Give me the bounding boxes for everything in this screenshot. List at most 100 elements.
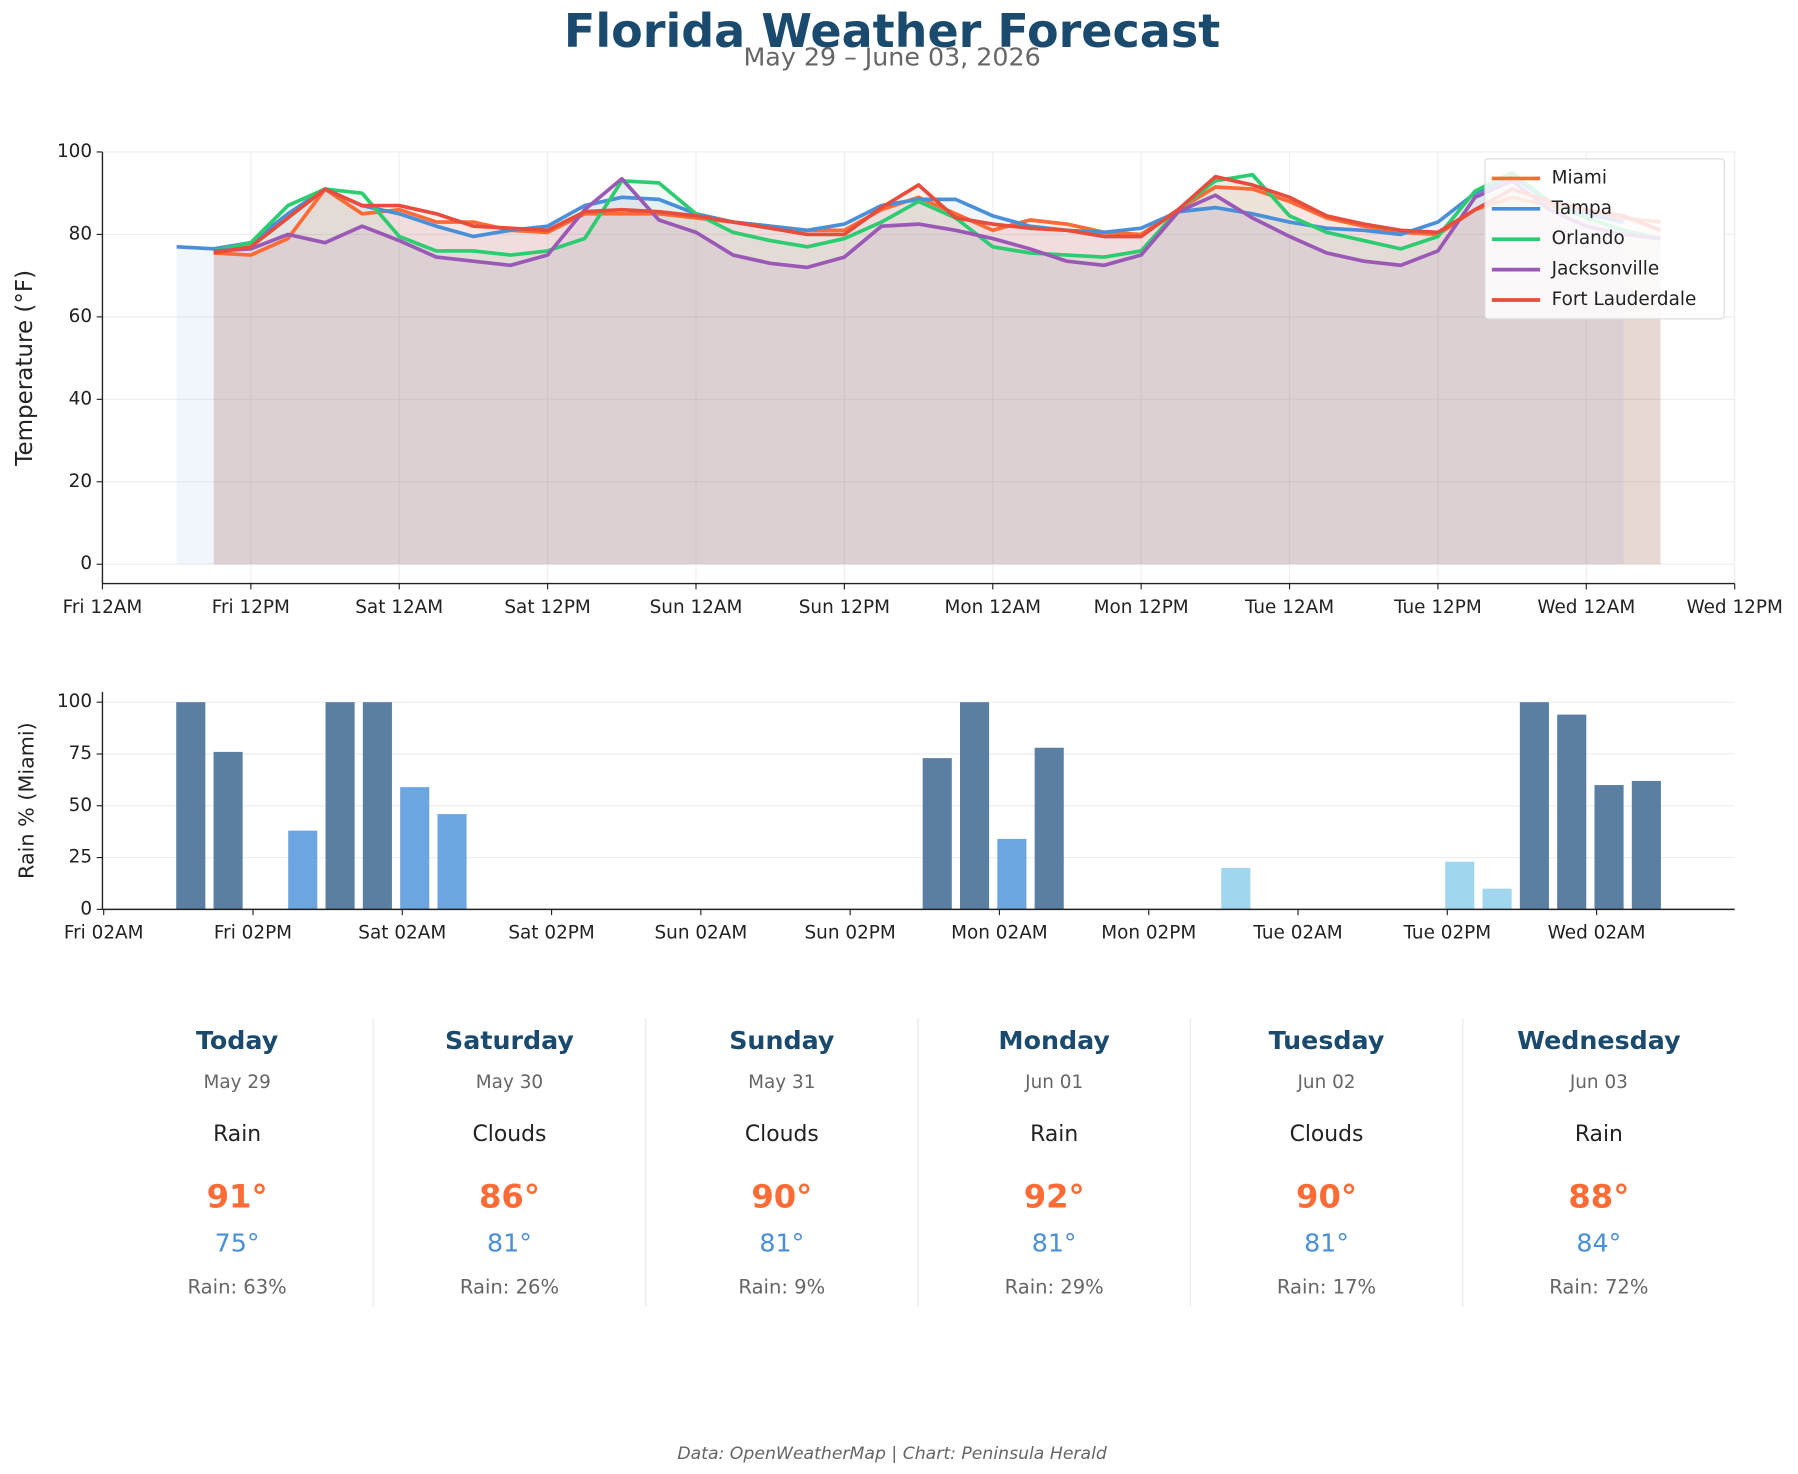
- y-tick-label: 20: [69, 471, 92, 492]
- day-date: Jun 03: [1569, 1072, 1628, 1093]
- legend-label: Jacksonville: [1551, 259, 1660, 280]
- y-tick-label: 25: [69, 847, 92, 868]
- y-tick-label: 40: [69, 388, 92, 409]
- bar: [997, 838, 1027, 910]
- y-axis-label: Rain % (Miami): [15, 722, 39, 879]
- bar: [325, 702, 355, 910]
- x-tick-label: Sat 12AM: [355, 597, 443, 618]
- line: [213, 185, 1661, 257]
- line: [213, 170, 1661, 259]
- day-name: Wednesday: [1517, 1025, 1681, 1055]
- low-temp: 84°: [1576, 1227, 1621, 1257]
- y-tick-label: 0: [80, 553, 92, 574]
- legend-label: Fort Lauderdale: [1552, 289, 1697, 310]
- rain-chance: Rain: 9%: [738, 1276, 825, 1299]
- y-axis-label: Temperature (°F): [12, 270, 38, 467]
- bar: [1445, 861, 1475, 910]
- day-date: Jun 02: [1296, 1072, 1355, 1093]
- x-tick-label: Fri 12AM: [63, 597, 143, 618]
- day-name: Tuesday: [1269, 1025, 1385, 1055]
- footer: Data: OpenWeatherMap | Chart: Peninsula …: [677, 1444, 1108, 1464]
- y-tick-label: 80: [69, 223, 92, 244]
- low-temp: 81°: [1304, 1227, 1349, 1257]
- day-date: Jun 01: [1024, 1072, 1083, 1093]
- condition: Clouds: [745, 1122, 819, 1147]
- condition: Clouds: [473, 1122, 547, 1147]
- bar: [1221, 867, 1251, 910]
- day-name: Sunday: [729, 1025, 835, 1055]
- high-temp: 90°: [1296, 1177, 1357, 1215]
- x-tick-label: Sat 02AM: [358, 923, 446, 944]
- day-date: May 30: [476, 1072, 543, 1093]
- x-tick-label: Tue 12AM: [1244, 597, 1334, 618]
- x-tick-label: Fri 12PM: [212, 597, 290, 618]
- area-fill: [213, 172, 1661, 565]
- day-name: Monday: [998, 1025, 1110, 1055]
- area-fill: [213, 178, 1661, 565]
- bar: [1631, 780, 1661, 910]
- bar: [1034, 747, 1064, 910]
- legend-label: Miami: [1552, 167, 1607, 188]
- rain-chance: Rain: 26%: [460, 1276, 559, 1299]
- x-tick-label: Mon 12AM: [944, 597, 1041, 618]
- legend-label: Tampa: [1551, 198, 1612, 219]
- high-temp: 90°: [751, 1177, 812, 1215]
- y-tick-label: 50: [69, 795, 92, 816]
- rain-chance: Rain: 72%: [1549, 1276, 1648, 1299]
- high-temp: 88°: [1568, 1177, 1629, 1215]
- bar: [362, 702, 392, 910]
- day-date: May 29: [203, 1072, 270, 1093]
- y-tick-label: 60: [69, 306, 92, 327]
- area-fill: [213, 176, 1661, 565]
- day-name: Saturday: [445, 1025, 574, 1055]
- bar: [1482, 888, 1512, 910]
- condition: Clouds: [1290, 1122, 1364, 1147]
- x-tick-label: Sun 12PM: [799, 597, 890, 618]
- bar: [176, 702, 206, 910]
- legend-label: Orlando: [1552, 228, 1625, 249]
- y-tick-label: 0: [80, 898, 92, 919]
- x-tick-label: Sat 02PM: [508, 923, 594, 944]
- bar: [288, 830, 318, 910]
- x-tick-label: Sat 12PM: [504, 597, 590, 618]
- rain-chance: Rain: 17%: [1277, 1276, 1376, 1299]
- low-temp: 81°: [1032, 1227, 1077, 1257]
- x-tick-label: Mon 02AM: [951, 923, 1048, 944]
- bar: [213, 751, 243, 910]
- line: [213, 174, 1662, 255]
- x-tick-label: Wed 12AM: [1537, 597, 1635, 618]
- x-tick-label: Sun 02PM: [805, 923, 896, 944]
- day-date: May 31: [748, 1072, 815, 1093]
- high-temp: 86°: [479, 1177, 540, 1215]
- low-temp: 81°: [759, 1227, 804, 1257]
- low-temp: 75°: [215, 1227, 260, 1257]
- x-tick-label: Fri 02PM: [214, 923, 292, 944]
- bar: [922, 758, 952, 910]
- rain-chance: Rain: 29%: [1005, 1276, 1104, 1299]
- low-temp: 81°: [487, 1227, 532, 1257]
- x-tick-label: Wed 12PM: [1686, 597, 1782, 618]
- bar: [1519, 702, 1549, 910]
- area-fill: [176, 176, 1624, 565]
- bar: [400, 787, 430, 910]
- line: [213, 176, 1661, 270]
- high-temp: 92°: [1024, 1177, 1085, 1215]
- bar: [437, 814, 467, 910]
- bar: [1557, 714, 1587, 910]
- area-fill: [213, 187, 1661, 565]
- bar: [959, 702, 990, 910]
- condition: Rain: [213, 1122, 261, 1147]
- y-tick-label: 100: [57, 691, 92, 712]
- x-tick-label: Tue 02AM: [1252, 923, 1342, 944]
- condition: Rain: [1030, 1122, 1078, 1147]
- y-tick-label: 75: [69, 743, 92, 764]
- day-name: Today: [196, 1025, 279, 1055]
- bar: [1594, 785, 1624, 910]
- high-temp: 91°: [207, 1177, 268, 1215]
- x-tick-label: Mon 02PM: [1101, 923, 1196, 944]
- x-tick-label: Tue 12PM: [1393, 597, 1482, 618]
- x-tick-label: Sun 12AM: [650, 597, 743, 618]
- legend-box: [1484, 158, 1725, 320]
